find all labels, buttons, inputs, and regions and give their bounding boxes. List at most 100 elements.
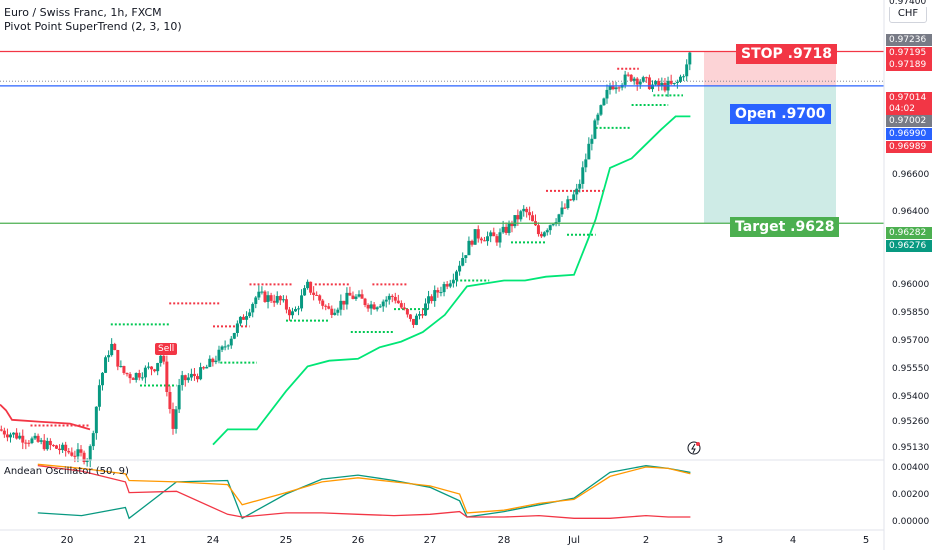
candle-body (672, 82, 676, 84)
oscillator-title[interactable]: Andean Oscillator (50, 9) (4, 466, 129, 477)
candle-body (593, 120, 597, 139)
candle-body (414, 315, 418, 325)
candle-body (104, 357, 108, 373)
candle-body (445, 284, 449, 287)
candle-body (495, 236, 499, 243)
indicator-title[interactable]: Pivot Point SuperTrend (2, 3, 10) (4, 20, 182, 33)
candle-body (177, 385, 181, 410)
candle-body (217, 349, 221, 361)
candle-body (436, 290, 440, 293)
candle-body (635, 78, 639, 85)
candle-body (345, 292, 349, 305)
candle-body (125, 372, 129, 375)
candle-body (560, 207, 564, 215)
candle-body (315, 294, 319, 296)
candle-body (336, 309, 340, 313)
candle-body (563, 207, 567, 209)
candle-body (30, 438, 34, 443)
candle-body (94, 406, 98, 434)
supertrend-layer (0, 115, 691, 446)
currency-button[interactable]: CHF (889, 5, 927, 23)
candle-body (140, 377, 144, 379)
x-tick-label: 27 (424, 535, 437, 546)
candle-body (375, 307, 379, 310)
candle-body (473, 229, 477, 245)
price-tag-target: 0.96282 (886, 227, 932, 239)
candle-body (519, 211, 523, 220)
candle-body (663, 82, 667, 91)
candle-body (525, 208, 529, 213)
candle-body (660, 82, 664, 86)
candle-body (510, 222, 514, 227)
candle-body (417, 314, 421, 316)
candle-body (208, 358, 212, 367)
candle-body (522, 208, 526, 212)
target-label[interactable]: Target .9628 (730, 217, 840, 237)
candle-body (180, 375, 184, 386)
candle-body (489, 232, 493, 237)
candle-body (128, 374, 132, 379)
candle-body (387, 295, 391, 300)
alert-icon-dot (696, 442, 700, 446)
candle-body (685, 64, 689, 77)
candle-body (363, 298, 367, 306)
candle-body (464, 255, 468, 259)
candle-body (196, 376, 200, 380)
candle-body (351, 295, 355, 299)
candle-body (626, 74, 630, 76)
symbol-title[interactable]: Euro / Swiss Franc, 1h, FXCM (4, 6, 162, 19)
candle-body (321, 300, 325, 306)
candle-body (348, 292, 352, 296)
candle-body (189, 373, 193, 378)
candles-layer (0, 51, 692, 468)
candle-body (390, 295, 394, 297)
candle-body (513, 215, 517, 227)
candle-body (366, 305, 370, 309)
y-tick-label: 0.95700 (892, 336, 929, 346)
candle-body (18, 435, 22, 439)
candle-body (318, 295, 322, 301)
candle-body (587, 143, 591, 160)
candle-body (229, 338, 233, 346)
candle-body (79, 449, 83, 453)
candle-body (448, 283, 452, 287)
candle-body (156, 363, 160, 372)
candle-body (654, 81, 658, 85)
candle-body (91, 433, 95, 447)
candle-body (372, 304, 376, 310)
stop-label[interactable]: STOP .9718 (736, 44, 837, 64)
candle-body (393, 296, 397, 301)
candle-body (599, 105, 603, 115)
candle-body (254, 297, 258, 304)
candle-body (226, 345, 230, 347)
candle-body (629, 74, 633, 81)
candle-body (294, 309, 298, 312)
candle-body (575, 188, 579, 195)
candle-body (498, 232, 502, 243)
candle-body (581, 167, 585, 184)
supertrend-bear-line (0, 403, 91, 431)
candle-body (70, 452, 74, 456)
candle-body (24, 442, 28, 444)
candle-body (257, 291, 261, 298)
candle-body (396, 300, 400, 304)
price-tag-last: 0.97014 (886, 92, 932, 104)
candle-body (245, 316, 249, 320)
candle-body (186, 377, 190, 381)
candle-body (48, 440, 52, 446)
candle-body (461, 258, 465, 266)
open-label[interactable]: Open .9700 (730, 104, 831, 124)
candle-body (572, 194, 576, 201)
candle-body (281, 299, 285, 301)
candle-body (482, 240, 486, 242)
y-tick-label: 0.95130 (892, 443, 929, 453)
candle-body (657, 81, 661, 86)
candle-body (433, 290, 437, 302)
candle-body (143, 367, 147, 378)
pivot-markers (30, 67, 683, 427)
price-tag-stop: 0.97189 (886, 59, 932, 71)
candle-body (458, 265, 462, 272)
candle-body (647, 77, 651, 90)
candle-body (306, 281, 310, 289)
